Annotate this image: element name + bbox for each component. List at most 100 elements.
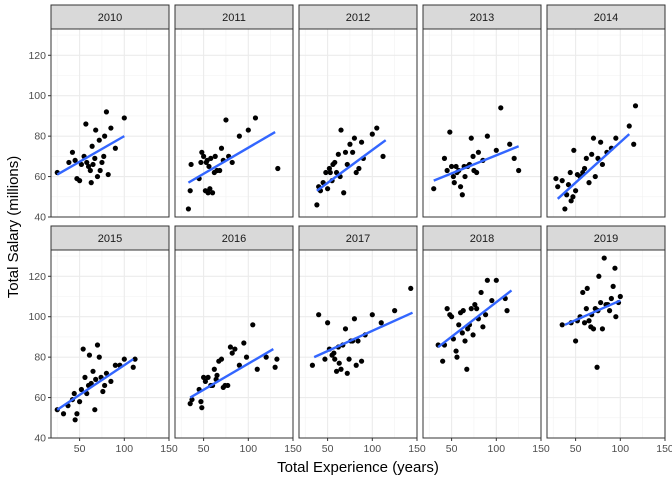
- data-point: [332, 356, 338, 362]
- data-point: [369, 312, 375, 318]
- data-point: [78, 386, 84, 393]
- data-point: [250, 322, 256, 328]
- data-point: [344, 370, 350, 376]
- data-point: [316, 312, 322, 318]
- data-point: [229, 350, 235, 356]
- data-point: [480, 324, 486, 330]
- data-point: [351, 316, 358, 322]
- data-point: [355, 338, 361, 344]
- data-point: [606, 308, 613, 314]
- facet-strip: [50, 225, 170, 251]
- data-point: [96, 137, 102, 143]
- data-point: [468, 135, 474, 141]
- data-point: [66, 159, 72, 166]
- y-tick-label: 100: [28, 311, 46, 323]
- plot-background: [51, 250, 169, 438]
- data-point: [351, 135, 358, 141]
- facet-panels: 2010 40 60 80 100 120 2011 2012 2013 2014 2015 40 60…: [28, 4, 672, 455]
- data-point: [223, 117, 229, 123]
- x-tick-label: 50: [446, 443, 458, 455]
- plot-background: [175, 29, 293, 217]
- data-point: [584, 285, 590, 292]
- data-point: [474, 306, 480, 312]
- fit-line: [189, 348, 274, 399]
- data-point: [212, 153, 218, 159]
- facet-strip: [174, 4, 294, 30]
- data-point: [573, 338, 579, 344]
- data-point: [341, 190, 347, 196]
- x-tick-label: 50: [322, 443, 334, 455]
- data-point: [229, 159, 235, 166]
- data-point: [87, 167, 93, 174]
- y-tick-label: 40: [34, 212, 46, 224]
- data-point: [516, 167, 522, 174]
- data-point: [565, 182, 572, 188]
- x-tick-label: 100: [612, 443, 630, 455]
- plot-background: [299, 250, 417, 438]
- data-point: [77, 178, 83, 184]
- data-point: [590, 326, 597, 332]
- data-point: [243, 354, 250, 360]
- data-point: [353, 362, 359, 368]
- data-point: [612, 265, 618, 271]
- data-point: [207, 186, 213, 192]
- data-point: [613, 135, 619, 141]
- data-point: [332, 159, 338, 166]
- data-point: [78, 161, 84, 168]
- facet-strip-label: 2018: [470, 233, 494, 245]
- data-point: [201, 374, 207, 380]
- data-point: [594, 364, 600, 370]
- data-point: [205, 374, 211, 380]
- data-point: [482, 312, 489, 318]
- data-point: [562, 206, 568, 212]
- data-point: [103, 109, 110, 115]
- data-point: [108, 125, 114, 131]
- data-point: [459, 192, 465, 198]
- x-tick-label: 100: [488, 443, 506, 455]
- data-point: [206, 163, 212, 170]
- data-point: [227, 344, 234, 350]
- data-point: [568, 198, 574, 204]
- data-point: [460, 308, 466, 314]
- facet-panel-2013: 2013: [422, 4, 542, 218]
- data-point: [130, 364, 136, 370]
- data-point: [102, 133, 108, 139]
- data-point: [97, 167, 103, 174]
- data-point: [187, 401, 193, 407]
- panel-border: [422, 249, 542, 439]
- plot-background: [423, 29, 541, 217]
- data-point: [327, 169, 333, 176]
- data-point: [444, 167, 450, 174]
- data-point: [121, 115, 127, 121]
- data-point: [211, 366, 217, 372]
- data-point: [346, 356, 352, 362]
- data-point: [94, 342, 101, 348]
- data-point: [225, 382, 231, 389]
- data-point: [274, 356, 280, 362]
- data-point: [631, 141, 637, 147]
- data-point: [586, 180, 592, 186]
- panel-border: [174, 249, 294, 439]
- fit-line: [313, 311, 414, 359]
- y-axis-label: Total Salary (millions): [5, 156, 22, 299]
- data-point: [77, 399, 83, 405]
- panel-border: [546, 28, 666, 218]
- data-point: [217, 167, 223, 174]
- data-point: [112, 362, 118, 368]
- data-point: [245, 127, 251, 133]
- data-point: [449, 314, 455, 320]
- data-point: [338, 127, 344, 133]
- fit-line: [437, 289, 513, 348]
- data-point: [555, 184, 561, 190]
- facet-strip-label: 2016: [222, 233, 246, 245]
- data-point: [392, 308, 398, 314]
- y-tick-label: 120: [28, 271, 46, 283]
- facet-strip-label: 2017: [346, 233, 370, 245]
- data-point: [344, 161, 350, 168]
- facet-panel-2010: 2010 40 60 80 100 120: [28, 4, 170, 224]
- data-point: [198, 159, 204, 166]
- fit-line: [187, 131, 276, 184]
- data-point: [89, 143, 95, 149]
- data-point: [72, 157, 78, 163]
